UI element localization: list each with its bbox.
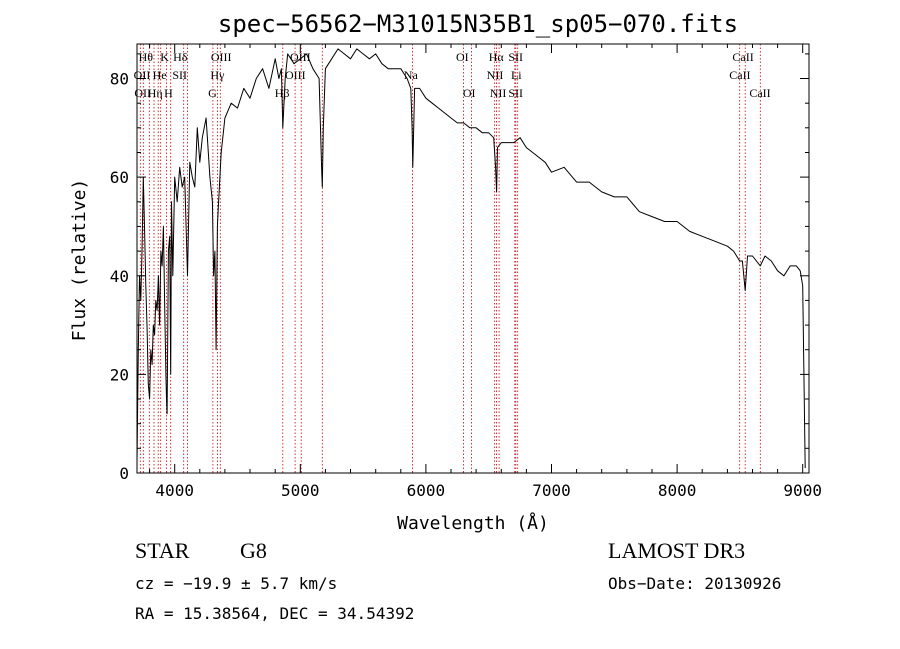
line-label: CaII <box>729 68 750 82</box>
spectrum-line <box>136 48 806 469</box>
line-label: OI <box>456 50 469 64</box>
line-label: Na <box>404 68 419 82</box>
line-label: NII <box>490 86 507 100</box>
coordinates: RA = 15.38564, DEC = 34.54392 <box>135 604 415 623</box>
line-label: OII <box>134 68 151 82</box>
line-label: OIII <box>211 50 232 64</box>
line-label: SII <box>172 68 187 82</box>
y-tick-label: 80 <box>110 70 129 89</box>
y-axis-label: Flux (relative) <box>69 179 90 342</box>
plot-frame <box>136 43 810 474</box>
x-tick-label: 9000 <box>783 481 822 500</box>
line-label: Hη <box>148 86 163 100</box>
y-tick-label: 40 <box>110 267 129 286</box>
y-tick-label: 60 <box>110 168 129 187</box>
x-tick-label: 8000 <box>658 481 697 500</box>
line-label: OIII <box>285 68 306 82</box>
x-axis-label: Wavelength (Å) <box>397 512 549 534</box>
x-tick-label: 7000 <box>532 481 571 500</box>
line-label: K <box>160 50 169 64</box>
spectral-line-markers <box>139 44 761 473</box>
redshift-value: cz = −19.9 ± 5.7 km/s <box>135 574 338 593</box>
spectrum-series <box>136 48 806 469</box>
observation-date: Obs−Date: 20130926 <box>608 574 782 593</box>
line-label: SII <box>508 86 523 100</box>
x-tick-label: 4000 <box>155 481 194 500</box>
line-label: He <box>153 68 167 82</box>
x-tick-label: 6000 <box>407 481 446 500</box>
x-tick-label: 5000 <box>281 481 320 500</box>
line-label: OI <box>463 86 476 100</box>
survey-name: LAMOST DR3 <box>608 538 746 563</box>
line-label: G <box>208 86 217 100</box>
chart-title: spec−56562−M31015N35B1_sp05−070.fits <box>218 10 738 38</box>
axis-ticks: 4000 5000 6000 7000 8000 9000 0 20 40 60 80 <box>110 44 822 500</box>
line-label: OII <box>134 86 151 100</box>
object-class: STAR <box>135 538 190 563</box>
line-label: SII <box>508 50 523 64</box>
y-tick-label: 0 <box>119 464 129 483</box>
line-label: OIII <box>290 50 311 64</box>
y-tick-label: 20 <box>110 365 129 384</box>
line-label: Hα <box>489 50 505 64</box>
line-label: NII <box>487 68 504 82</box>
line-label: Hθ <box>139 50 154 64</box>
line-label: H <box>164 86 173 100</box>
line-label: Hβ <box>275 86 290 100</box>
line-label: CaII <box>732 50 753 64</box>
line-label: Li <box>511 68 522 82</box>
line-label: CaII <box>749 86 770 100</box>
object-subclass: G8 <box>240 538 267 563</box>
line-label: Hγ <box>210 68 225 82</box>
line-label: Hδ <box>173 50 188 64</box>
